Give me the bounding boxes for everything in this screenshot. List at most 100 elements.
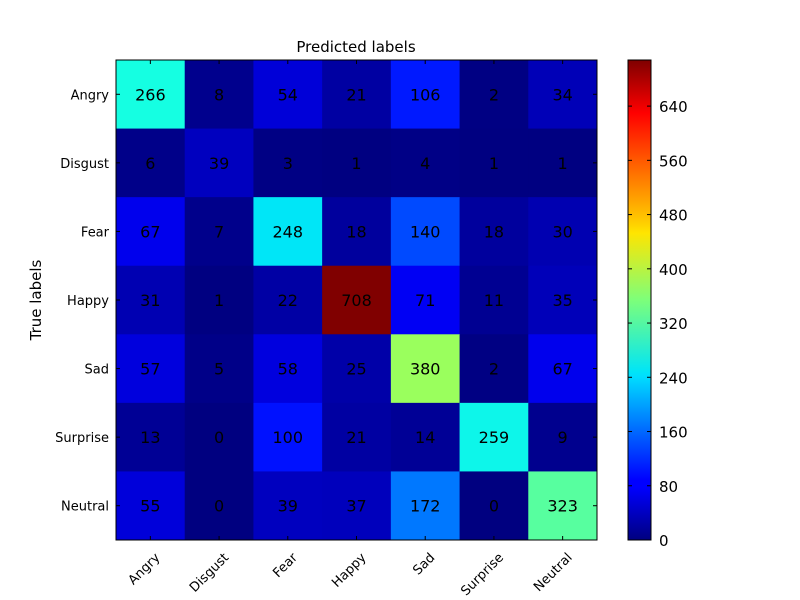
x-tick-label: Disgust: [187, 550, 232, 595]
y-tick-label: Sad: [85, 363, 109, 378]
heatmap-cell-value: 67: [552, 360, 572, 379]
heatmap-cell: [253, 471, 323, 541]
heatmap-cell-value: 21: [346, 428, 366, 447]
heatmap-cell: [528, 334, 598, 404]
heatmap-cell-value: 8: [214, 85, 224, 104]
heatmap-cell-value: 380: [410, 360, 441, 379]
colorbar-tick-label: 640: [659, 98, 688, 116]
heatmap-cell: [459, 60, 529, 130]
heatmap-cell: [253, 402, 323, 472]
heatmap-cell: [322, 197, 392, 267]
heatmap-cell-value: 39: [209, 154, 229, 173]
heatmap-cell: [528, 60, 598, 130]
heatmap-cell-value: 57: [140, 360, 160, 379]
heatmap-cell: [390, 60, 461, 130]
heatmap-cell: [459, 402, 529, 472]
heatmap-cell-value: 1: [489, 154, 499, 173]
heatmap-cell-value: 172: [410, 497, 441, 516]
heatmap-cell: [184, 471, 254, 541]
heatmap-cell: [390, 128, 461, 198]
heatmap-cell: [116, 402, 186, 472]
x-tick-label: Neutral: [531, 550, 576, 595]
heatmap-cell-value: 55: [140, 497, 160, 516]
heatmap-cell-value: 708: [341, 291, 372, 310]
heatmap-cell-value: 140: [410, 222, 441, 241]
heatmap-cell-value: 21: [346, 85, 366, 104]
heatmap-cell: [528, 402, 598, 472]
heatmap-cell: [322, 265, 392, 335]
heatmap-cell-value: 18: [484, 222, 504, 241]
colorbar: [627, 59, 652, 541]
heatmap-cell: [322, 128, 392, 198]
x-tick-label: Fear: [270, 550, 301, 581]
heatmap-cell: [253, 60, 323, 130]
heatmap-cell: [459, 197, 529, 267]
heatmap-cell: [459, 334, 529, 404]
heatmap-cell-value: 259: [479, 428, 510, 447]
heatmap-cell-value: 18: [346, 222, 366, 241]
colorbar-tick-label: 0: [659, 532, 669, 550]
colorbar-tick-label: 160: [659, 424, 688, 442]
heatmap-cell: [116, 60, 186, 130]
heatmap-cell-value: 6: [145, 154, 155, 173]
heatmap-cell-value: 9: [558, 428, 568, 447]
heatmap-cell-value: 106: [410, 85, 441, 104]
heatmap-cell-value: 3: [283, 154, 293, 173]
heatmap-cell-value: 13: [140, 428, 160, 447]
heatmap-cell-value: 67: [140, 222, 160, 241]
y-axis-ticks: Angry Disgust Fear Happy Sad Surprise Neutral: [55, 88, 597, 515]
heatmap-cell-value: 2: [489, 85, 499, 104]
heatmap-cell: [184, 334, 254, 404]
heatmap-cell: [116, 128, 186, 198]
y-axis-label: True labels: [27, 259, 45, 341]
heatmap-cell-value: 4: [420, 154, 430, 173]
heatmap-cell: [459, 128, 529, 198]
heatmap-cell: [322, 60, 392, 130]
heatmap-cell: [253, 334, 323, 404]
colorbar-tick-label: 480: [659, 207, 688, 225]
y-tick-label: Disgust: [60, 157, 109, 172]
heatmap-cell: [528, 128, 598, 198]
y-tick-label: Happy: [67, 294, 109, 309]
x-tick-label: Sad: [410, 550, 438, 578]
heatmap-cell-value: 71: [415, 291, 435, 310]
heatmap-cell-value: 323: [547, 497, 578, 516]
heatmap-cell: [253, 128, 323, 198]
heatmap-cell-value: 7: [214, 222, 224, 241]
heatmap-cell-value: 1: [558, 154, 568, 173]
heatmap-cell: [116, 471, 186, 541]
heatmap-cell-value: 100: [273, 428, 304, 447]
heatmap-cell: [184, 128, 254, 198]
heatmap-cell: [390, 334, 461, 404]
heatmap-cell-value: 25: [346, 360, 366, 379]
colorbar-tick-label: 80: [659, 478, 678, 496]
heatmap-cell-value: 1: [214, 291, 224, 310]
heatmap-cell-value: 58: [278, 360, 298, 379]
heatmap-cell-value: 5: [214, 360, 224, 379]
colorbar-ticks: 0 80 160 240 320 400 480 560 640: [628, 98, 688, 550]
heatmap-cell: [528, 197, 598, 267]
x-tick-label: Happy: [329, 550, 369, 590]
heatmap-cell: [528, 265, 598, 335]
heatmap-cell: [390, 265, 461, 335]
heatmap-cell-value: 22: [278, 291, 298, 310]
heatmap-cell-value: 14: [415, 428, 435, 447]
heatmap-cell: [184, 60, 254, 130]
heatmap-cells: [116, 60, 598, 541]
heatmap-cell: [322, 402, 392, 472]
heatmap-cell: [116, 265, 186, 335]
heatmap-cell-value: 54: [278, 85, 298, 104]
heatmap-cell: [390, 197, 461, 267]
heatmap-cell: [528, 471, 598, 541]
heatmap-cell-value: 35: [552, 291, 572, 310]
heatmap-cell-value: 2: [489, 360, 499, 379]
heatmap-cell: [253, 265, 323, 335]
colorbar-tick-label: 400: [659, 261, 688, 279]
heatmap-cell-value: 34: [552, 85, 572, 104]
heatmap-cell-value: 0: [214, 497, 224, 516]
heatmap-cell: [184, 402, 254, 472]
heatmap-cell: [390, 471, 461, 541]
colorbar-tick-label: 560: [659, 152, 688, 170]
